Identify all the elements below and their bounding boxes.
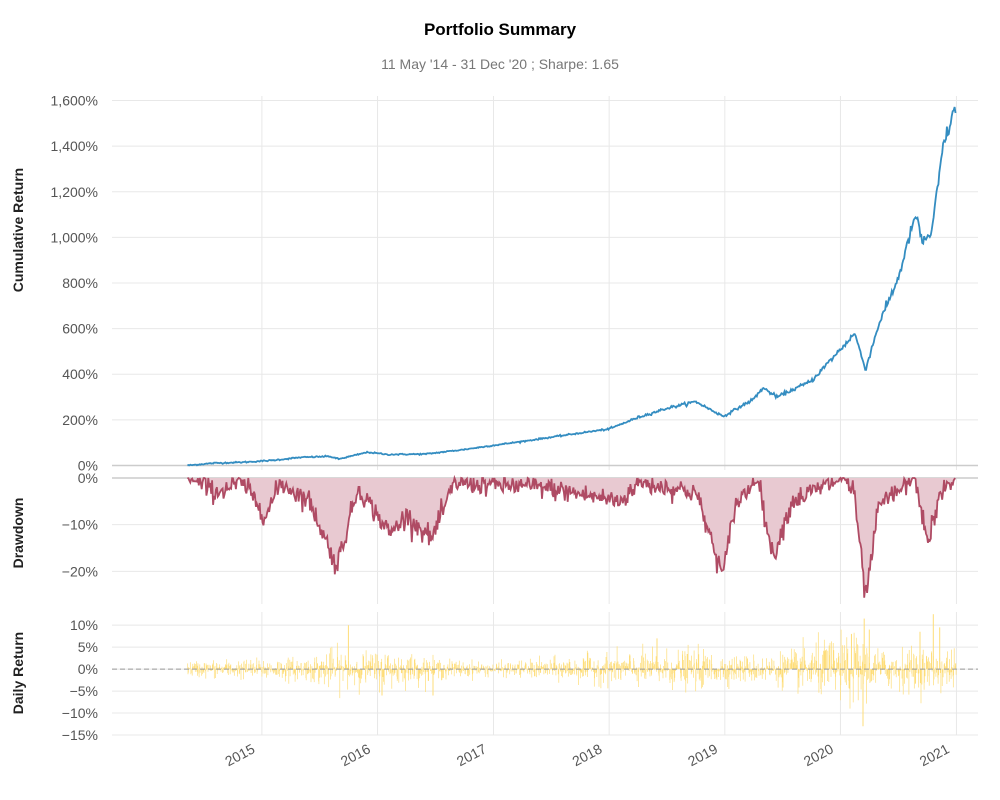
drawdown-line (187, 474, 956, 598)
y-tick-label: −5% (70, 683, 98, 699)
cumulative-return-panel: Cumulative Return 0% 200% 400% 600% 800% 1,00… (10, 93, 957, 474)
drawdown-yticks: 0% −10% −20% (62, 470, 98, 579)
daily-return-ylabel: Daily Return (10, 632, 26, 714)
chart-subtitle: 11 May '14 - 31 Dec '20 ; Sharpe: 1.65 (381, 56, 619, 72)
y-tick-label: 800% (62, 275, 98, 291)
drawdown-ylabel: Drawdown (10, 498, 26, 569)
cumulative-return-ylabel: Cumulative Return (10, 168, 26, 292)
x-tick-label: 2015 (222, 740, 257, 769)
x-tick-label: 2017 (454, 740, 489, 769)
y-tick-label: −15% (62, 727, 98, 743)
daily-return-bars (187, 614, 957, 727)
daily-return-series (187, 629, 957, 709)
y-tick-label: 0% (78, 457, 98, 473)
y-tick-label: 600% (62, 321, 98, 337)
x-tick-label: 2019 (685, 740, 720, 769)
grid-layer (112, 96, 978, 736)
y-tick-label: 5% (78, 639, 98, 655)
drawdown-panel: Drawdown 0% −10% −20% (10, 470, 956, 598)
cumulative-return-yticks: 0% 200% 400% 600% 800% 1,000% 1,200% 1,400% 1,60… (51, 93, 98, 474)
y-tick-label: 10% (70, 617, 98, 633)
daily-return-panel: Daily Return 10% 5% 0% −5% −10% −15% (10, 614, 978, 743)
y-tick-label: 400% (62, 366, 98, 382)
y-tick-label: 0% (78, 661, 98, 677)
x-axis-ticks: 2015 2016 2017 2018 2019 2020 2021 (222, 740, 952, 769)
y-tick-label: 0% (78, 470, 98, 486)
chart-title: Portfolio Summary (423, 20, 577, 39)
cumulative-return-line (187, 106, 957, 467)
y-tick-label: −10% (62, 517, 98, 533)
x-tick-label: 2016 (338, 740, 373, 769)
x-tick-label: 2018 (570, 740, 605, 769)
y-tick-label: 1,000% (51, 229, 98, 245)
y-tick-label: 200% (62, 412, 98, 428)
y-tick-label: 1,600% (51, 93, 98, 109)
y-tick-label: −10% (62, 705, 98, 721)
drawdown-area (187, 478, 956, 598)
y-tick-label: −20% (62, 563, 98, 579)
daily-return-yticks: 10% 5% 0% −5% −10% −15% (62, 617, 98, 743)
x-tick-label: 2021 (917, 740, 952, 769)
y-tick-label: 1,200% (51, 184, 98, 200)
x-tick-label: 2020 (801, 740, 836, 769)
y-tick-label: 1,400% (51, 138, 98, 154)
